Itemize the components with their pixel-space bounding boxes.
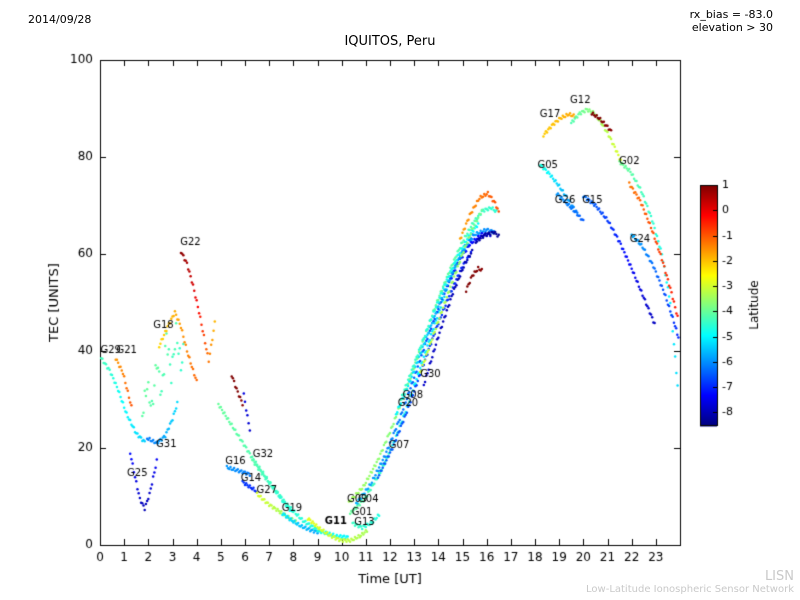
rx-bias-annotation: rx_bias = -83.0: [689, 8, 773, 21]
watermark-network: Low-Latitude Ionospheric Sensor Network: [586, 584, 794, 595]
date-annotation: 2014/09/28: [28, 13, 92, 26]
elevation-annotation: elevation > 30: [691, 21, 773, 34]
plot-title: IQUITOS, Peru: [344, 34, 436, 49]
watermark-lisn: LISN: [764, 569, 794, 584]
watermark: LISN Low-Latitude Ionospheric Sensor Net…: [586, 570, 794, 596]
receiver-annotations: rx_bias = -83.0 elevation > 30: [690, 8, 773, 34]
